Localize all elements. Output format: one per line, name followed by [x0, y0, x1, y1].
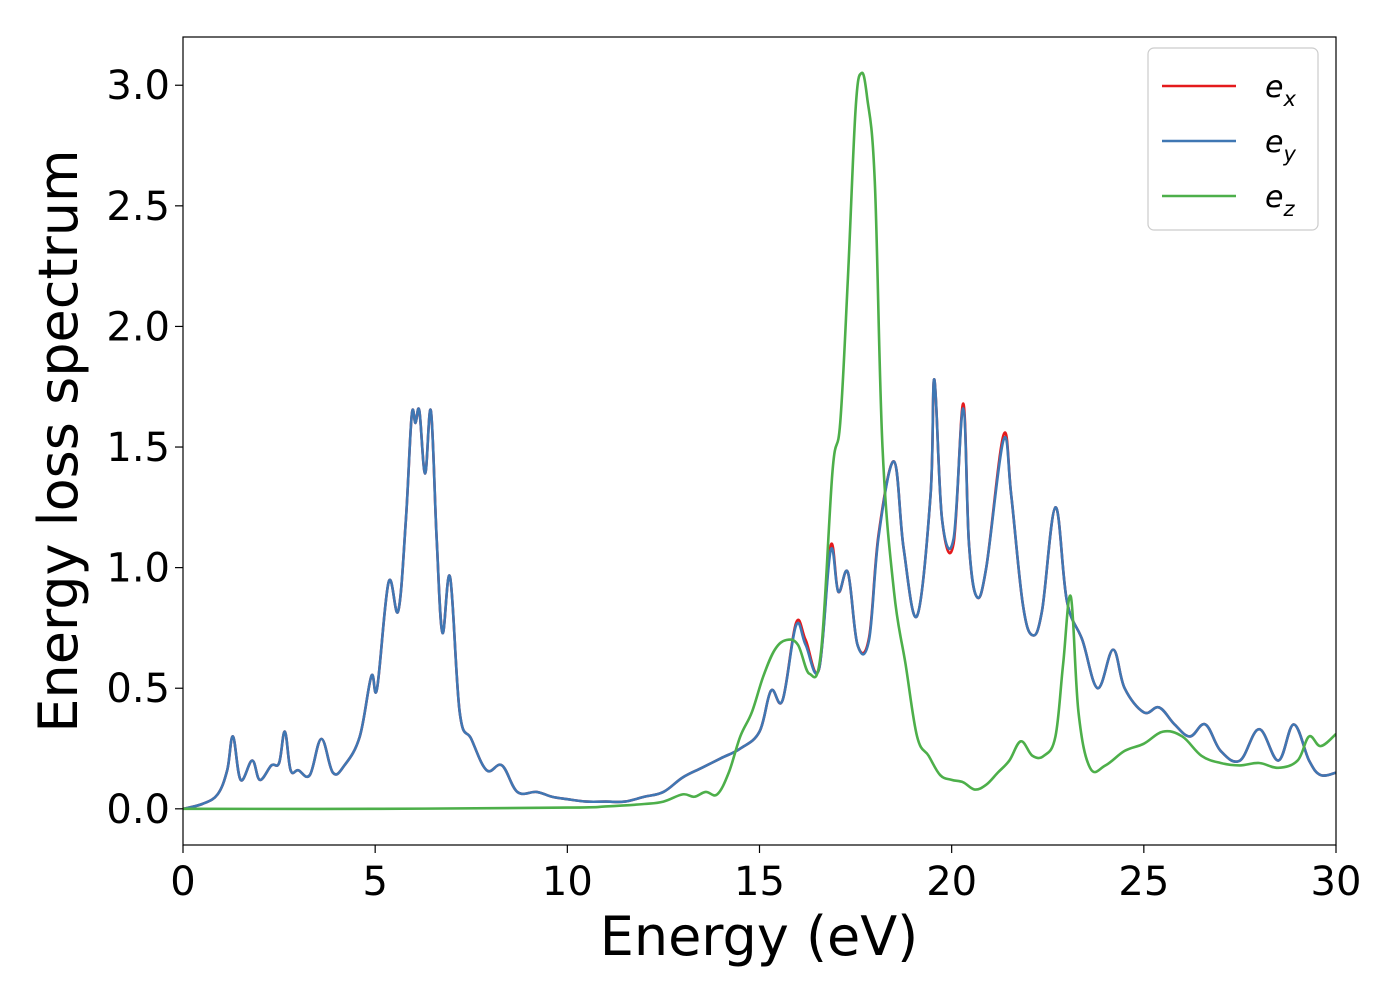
x-axis: 0 5 10 15 20 25 30 [170, 845, 1361, 905]
legend-label-main: e [1265, 180, 1283, 215]
legend-label: ez [1265, 180, 1295, 221]
y-tick-label: 1.0 [106, 546, 170, 592]
legend-label-main: e [1265, 70, 1283, 105]
x-tick-label: 0 [170, 859, 195, 905]
x-tick-label: 20 [926, 859, 977, 905]
series-line-e-y [183, 378, 1336, 811]
y-tick-label: 3.0 [106, 63, 170, 109]
legend-label-subscript: y [1282, 142, 1296, 166]
x-tick-label: 15 [734, 859, 785, 905]
legend-box [1147, 47, 1319, 231]
series-line-e-z [183, 71, 1336, 811]
legend-label-subscript: z [1282, 197, 1295, 221]
y-tick-label: 0.5 [106, 666, 170, 712]
legend-label: ex [1265, 70, 1296, 111]
x-tick-label: 25 [1118, 859, 1169, 905]
y-tick-label: 2.5 [106, 184, 170, 230]
x-tick-label: 10 [542, 859, 593, 905]
legend-label: ey [1265, 125, 1296, 166]
y-axis: 0.0 0.5 1.0 1.5 2.0 2.5 3.0 [106, 63, 183, 833]
x-tick-label: 5 [362, 859, 387, 905]
y-tick-label: 0.0 [106, 787, 170, 833]
plot-area [183, 37, 1336, 845]
y-axis-title: Energy loss spectrum [27, 149, 90, 732]
series-layer [183, 71, 1336, 811]
legend-label-main: e [1265, 125, 1283, 160]
y-tick-label: 1.5 [106, 425, 170, 471]
x-tick-label: 30 [1311, 859, 1362, 905]
legend-label-subscript: x [1282, 87, 1296, 111]
y-tick-label: 2.0 [106, 304, 170, 350]
x-axis-title: Energy (eV) [600, 905, 919, 968]
